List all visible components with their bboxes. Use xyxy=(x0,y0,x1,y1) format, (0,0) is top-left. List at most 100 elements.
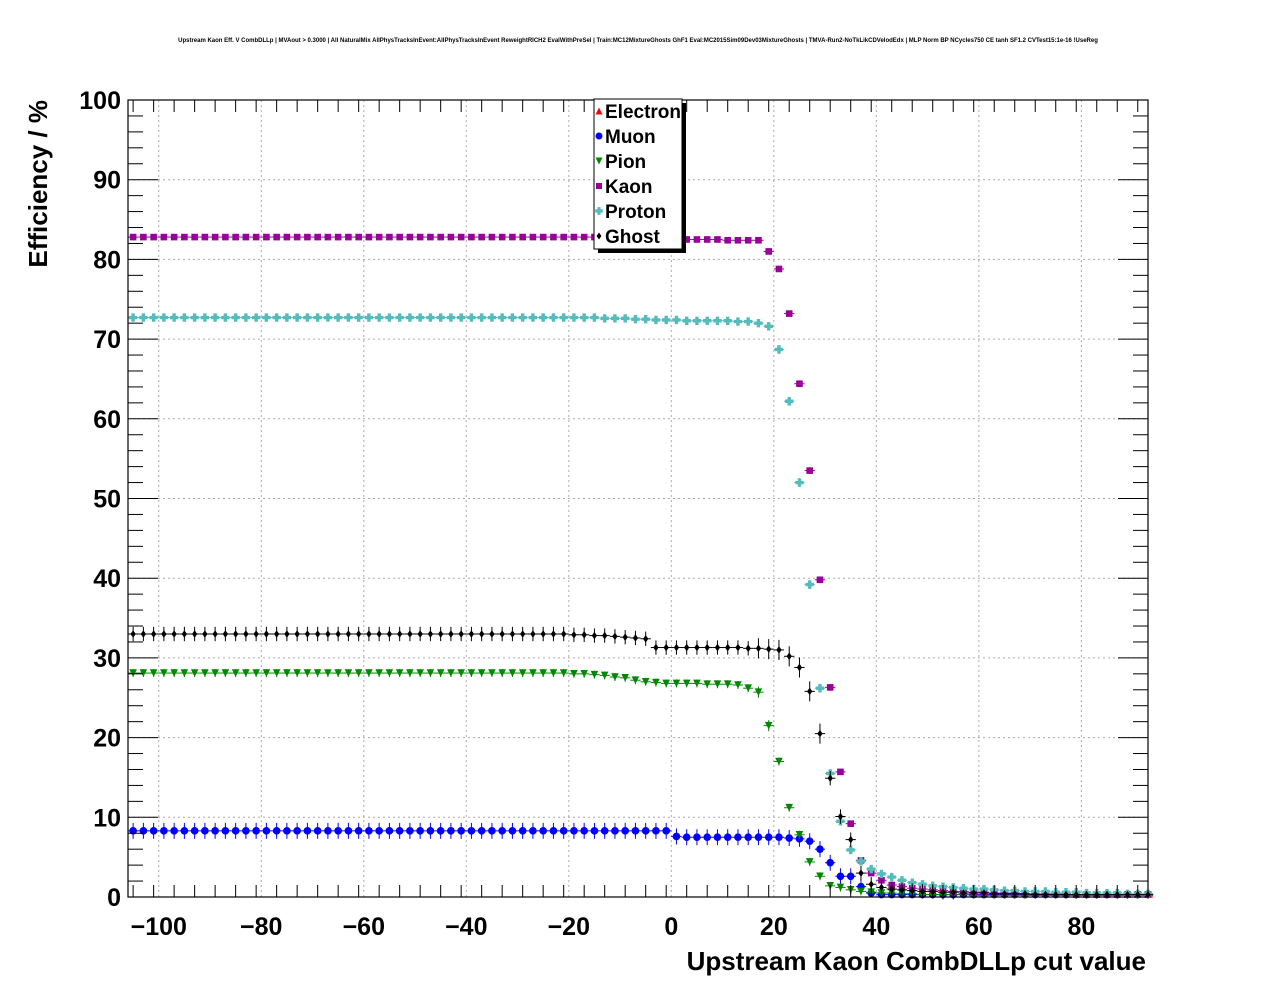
pion-point xyxy=(283,669,291,677)
ghost-point xyxy=(878,883,885,892)
legend-marker-kaon xyxy=(596,183,602,189)
ghost-point xyxy=(1063,890,1069,899)
kaon-point xyxy=(283,233,291,241)
muon-point xyxy=(272,827,281,835)
legend-entries: Electron Muon Pion Kaon Proton Ghost xyxy=(595,102,681,248)
proton-point xyxy=(979,884,989,894)
ghost-point xyxy=(489,630,495,638)
kaon-point xyxy=(427,233,434,241)
kaon-point xyxy=(806,467,814,474)
ghost-point xyxy=(325,630,331,638)
kaon-point xyxy=(222,233,229,241)
pion-point xyxy=(457,669,465,677)
proton-point xyxy=(713,316,722,325)
pion-point xyxy=(395,669,404,677)
ghost-point xyxy=(407,630,413,638)
pion-point xyxy=(252,669,260,677)
muon-point xyxy=(416,827,424,835)
muon-point xyxy=(190,827,199,835)
kaon-point xyxy=(734,236,742,244)
y-tick-label: 70 xyxy=(93,326,121,354)
kaon-point xyxy=(273,233,280,241)
pion-point xyxy=(539,669,547,677)
pion-point xyxy=(600,671,609,680)
proton-point xyxy=(415,313,425,322)
ghost-point xyxy=(622,633,628,641)
pion-point xyxy=(354,669,363,677)
ghost-point xyxy=(335,630,341,638)
muon-point xyxy=(682,833,691,842)
pion-point xyxy=(570,670,578,678)
kaon-point xyxy=(785,310,793,317)
kaon-point xyxy=(509,233,516,241)
y-tick-labels: 0 10 20 30 40 50 60 70 80 90 100 xyxy=(79,87,121,912)
muon-point xyxy=(641,827,650,835)
ghost-point xyxy=(417,630,423,638)
kaon-point xyxy=(232,233,239,241)
x-tick-label: −100 xyxy=(131,913,187,941)
x-axis-title: Upstream Kaon CombDLLp cut value xyxy=(687,946,1146,976)
ghost-point xyxy=(150,630,157,638)
ghost-point xyxy=(1083,890,1090,899)
proton-point xyxy=(210,313,220,322)
legend: Electron Muon Pion Kaon Proton Ghost xyxy=(593,98,686,253)
kaon-point xyxy=(447,233,455,241)
kaon-point xyxy=(375,233,383,241)
kaon-point xyxy=(816,576,824,584)
muon-point xyxy=(426,827,435,835)
ghost-point xyxy=(458,630,464,638)
muon-point xyxy=(785,834,794,842)
pion-point xyxy=(498,669,506,677)
pion-point xyxy=(580,670,588,678)
pion-point xyxy=(641,678,650,686)
muon-point xyxy=(283,827,291,835)
muon-point xyxy=(303,827,312,835)
ghost-point xyxy=(673,643,680,652)
muon-point xyxy=(580,827,588,835)
kaon-point xyxy=(560,233,567,241)
proton-point xyxy=(887,872,896,882)
ghost-point xyxy=(704,643,710,652)
x-tick-labels: −100 −80 −60 −40 −20 0 20 40 60 80 xyxy=(131,913,1096,941)
kaon-point xyxy=(345,233,352,241)
pion-point xyxy=(805,858,814,866)
pion-point xyxy=(416,669,424,677)
y-tick-label: 80 xyxy=(93,246,121,274)
proton-point xyxy=(692,316,702,325)
y-tick-label: 60 xyxy=(93,406,121,434)
x-tick-label: −20 xyxy=(548,913,590,941)
ghost-point xyxy=(479,630,485,638)
ghost-point xyxy=(571,630,577,639)
y-tick-label: 30 xyxy=(93,645,121,673)
pion-point xyxy=(529,669,537,677)
ghost-point xyxy=(1124,890,1131,899)
ghost-point xyxy=(766,645,772,653)
proton-point xyxy=(672,315,681,325)
pion-point xyxy=(549,669,558,677)
x-tick-label: 40 xyxy=(862,913,890,941)
pion-point xyxy=(559,669,568,677)
kaon-point xyxy=(724,236,731,244)
proton-point xyxy=(354,313,363,322)
proton-point xyxy=(128,313,138,322)
ghost-point xyxy=(345,630,352,638)
proton-point xyxy=(169,313,179,322)
kaon-point xyxy=(334,233,342,241)
kaon-point xyxy=(314,233,321,241)
proton-point xyxy=(374,313,384,322)
ghost-point xyxy=(919,887,926,896)
kaon-point xyxy=(755,236,762,244)
y-tick-label: 50 xyxy=(93,486,121,514)
kaon-point xyxy=(304,233,311,241)
ghost-point xyxy=(212,630,218,638)
muon-point xyxy=(559,827,568,835)
pion-point xyxy=(611,673,619,681)
series-proton xyxy=(128,313,1154,898)
proton-point xyxy=(241,313,251,322)
series-kaon xyxy=(128,233,1154,898)
kaon-point xyxy=(324,233,332,241)
pion-point xyxy=(170,669,178,677)
muon-point xyxy=(436,827,445,835)
pion-point xyxy=(734,681,742,689)
muon-point xyxy=(149,827,158,835)
